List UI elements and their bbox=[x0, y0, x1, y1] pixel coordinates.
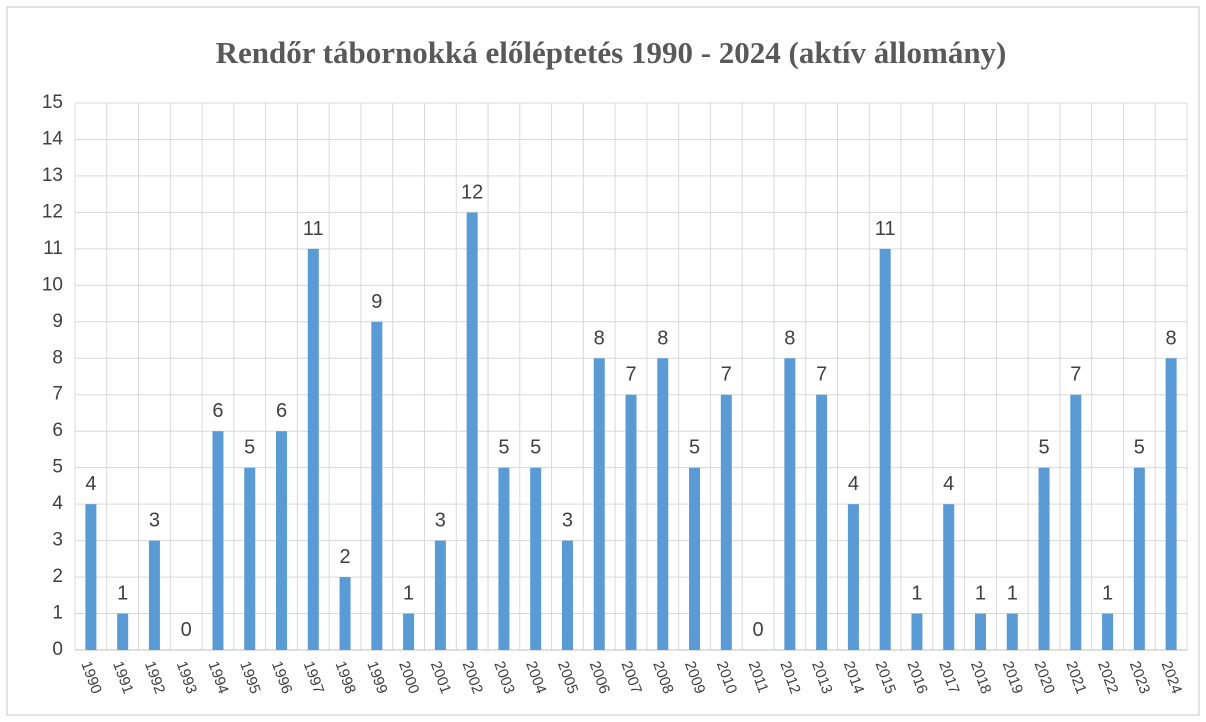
y-tick-label: 5 bbox=[52, 457, 63, 478]
bar bbox=[1102, 613, 1114, 650]
bar bbox=[816, 394, 828, 650]
y-tick-label: 0 bbox=[52, 639, 63, 660]
y-tick-label: 11 bbox=[43, 238, 63, 259]
bar bbox=[625, 394, 637, 650]
data-label: 1 bbox=[403, 583, 414, 605]
bar bbox=[657, 358, 669, 650]
data-label: 3 bbox=[562, 510, 573, 532]
data-label: 7 bbox=[816, 364, 827, 386]
bar bbox=[561, 540, 573, 650]
bar bbox=[276, 431, 288, 650]
bar bbox=[244, 467, 256, 650]
data-label: 5 bbox=[498, 437, 509, 459]
y-tick-label: 8 bbox=[52, 347, 63, 368]
bar bbox=[1165, 358, 1177, 650]
data-label: 9 bbox=[371, 291, 382, 313]
bar bbox=[434, 540, 446, 650]
bar bbox=[1006, 613, 1018, 650]
bar bbox=[371, 321, 383, 650]
data-label: 5 bbox=[689, 437, 700, 459]
bar bbox=[403, 613, 415, 650]
data-label: 1 bbox=[1102, 583, 1113, 605]
data-label: 7 bbox=[625, 364, 636, 386]
data-label: 2 bbox=[339, 546, 350, 568]
bar bbox=[943, 504, 955, 650]
data-label: 8 bbox=[657, 327, 668, 349]
bar bbox=[339, 577, 351, 650]
bar bbox=[974, 613, 986, 650]
data-label: 1 bbox=[117, 583, 128, 605]
y-tick-label: 14 bbox=[42, 128, 64, 149]
bar bbox=[1133, 467, 1145, 650]
data-label: 4 bbox=[848, 473, 859, 495]
data-label: 8 bbox=[594, 327, 605, 349]
chart-title: Rendőr tábornokká előléptetés 1990 - 202… bbox=[216, 35, 1007, 70]
bar bbox=[784, 358, 796, 650]
y-tick-label: 12 bbox=[42, 201, 63, 222]
data-label: 4 bbox=[943, 473, 954, 495]
data-label: 1 bbox=[975, 583, 986, 605]
data-label: 3 bbox=[435, 510, 446, 532]
y-tick-label: 15 bbox=[42, 92, 63, 113]
bar bbox=[466, 212, 478, 650]
data-label: 1 bbox=[1007, 583, 1018, 605]
data-label: 6 bbox=[276, 400, 287, 422]
y-tick-label: 13 bbox=[42, 165, 63, 186]
bar bbox=[85, 504, 97, 650]
bar bbox=[212, 431, 224, 650]
data-label: 0 bbox=[181, 619, 192, 641]
y-tick-label: 2 bbox=[52, 566, 63, 587]
data-label: 7 bbox=[1070, 364, 1081, 386]
bar bbox=[911, 613, 923, 650]
data-label: 11 bbox=[875, 218, 896, 240]
data-label: 8 bbox=[1166, 327, 1177, 349]
data-label: 5 bbox=[1134, 437, 1145, 459]
y-tick-label: 6 bbox=[52, 420, 63, 441]
y-tick-label: 1 bbox=[52, 603, 63, 624]
data-label: 5 bbox=[244, 437, 255, 459]
bar bbox=[1070, 394, 1082, 650]
y-tick-label: 3 bbox=[52, 530, 63, 551]
y-tick-label: 7 bbox=[52, 384, 63, 405]
bar bbox=[498, 467, 510, 650]
data-label: 11 bbox=[303, 218, 324, 240]
bar bbox=[593, 358, 605, 650]
data-label: 8 bbox=[784, 327, 795, 349]
bar bbox=[720, 394, 732, 650]
bar bbox=[847, 504, 859, 650]
data-label: 12 bbox=[461, 181, 483, 203]
bar bbox=[689, 467, 701, 650]
data-label: 1 bbox=[911, 583, 922, 605]
bar bbox=[148, 540, 160, 650]
bar bbox=[1038, 467, 1050, 650]
y-tick-label: 10 bbox=[42, 274, 63, 295]
data-label: 5 bbox=[1038, 437, 1049, 459]
y-tick-label: 4 bbox=[52, 493, 63, 514]
data-label: 7 bbox=[721, 364, 732, 386]
data-label: 4 bbox=[85, 473, 96, 495]
bar bbox=[879, 248, 891, 650]
data-label: 3 bbox=[149, 510, 160, 532]
bar bbox=[117, 613, 129, 650]
y-tick-label: 9 bbox=[52, 311, 63, 332]
bar bbox=[307, 248, 319, 650]
bar bbox=[530, 467, 542, 650]
data-label: 5 bbox=[530, 437, 541, 459]
data-label: 0 bbox=[753, 619, 764, 641]
data-label: 6 bbox=[212, 400, 223, 422]
